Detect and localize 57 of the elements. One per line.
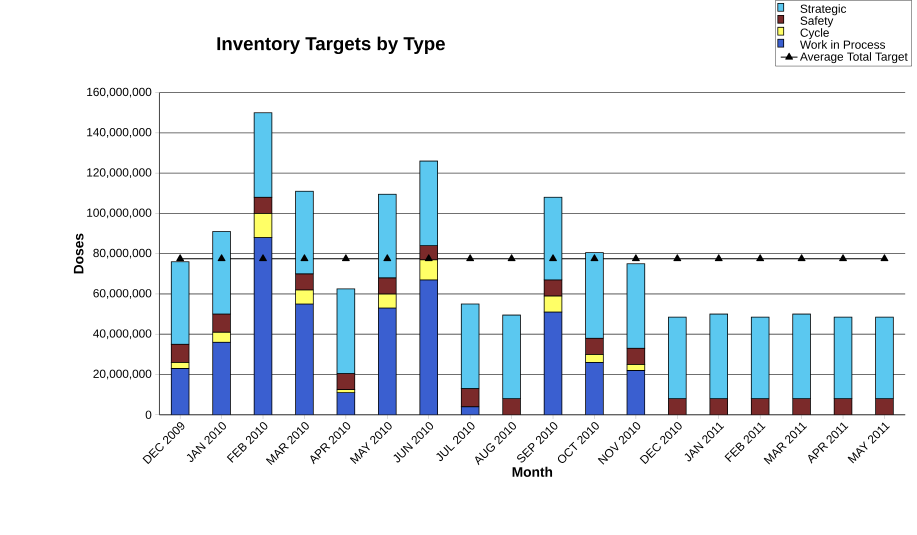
bar bbox=[378, 277, 397, 294]
legend-label: Average Total Target bbox=[800, 52, 908, 64]
y-tick-label: 40,000,000 bbox=[93, 329, 152, 340]
bar bbox=[750, 398, 770, 415]
chart-title: Inventory Targets by Type bbox=[217, 36, 445, 54]
bar bbox=[750, 316, 770, 400]
y-axis-title: Doses bbox=[74, 234, 84, 274]
bar bbox=[834, 316, 852, 400]
bar bbox=[709, 314, 728, 400]
bar bbox=[295, 290, 314, 304]
bar bbox=[170, 344, 190, 363]
bar bbox=[170, 368, 190, 415]
bar bbox=[668, 398, 687, 415]
bar bbox=[254, 196, 272, 214]
legend-label: Strategic bbox=[800, 4, 846, 16]
bar bbox=[212, 332, 231, 343]
legend-label: Work in Process bbox=[800, 40, 886, 49]
y-tick-label: 100,000,000 bbox=[87, 208, 152, 218]
bar bbox=[544, 279, 562, 296]
bar bbox=[626, 370, 646, 415]
bar bbox=[792, 314, 811, 400]
bar bbox=[626, 348, 646, 365]
bar bbox=[295, 273, 314, 290]
bar bbox=[544, 296, 562, 312]
legend-label: Safety bbox=[800, 16, 834, 28]
bar bbox=[378, 294, 397, 308]
y-tick-label: 140,000,000 bbox=[87, 128, 152, 138]
bar bbox=[626, 263, 646, 349]
y-tick-label: 0 bbox=[146, 410, 152, 419]
bar bbox=[460, 388, 480, 408]
x-axis-title: Month bbox=[512, 466, 552, 477]
bar bbox=[792, 398, 811, 415]
bar bbox=[254, 237, 272, 415]
bar bbox=[460, 304, 480, 389]
bar bbox=[336, 392, 356, 415]
bar bbox=[875, 398, 894, 415]
bar bbox=[585, 362, 604, 415]
bar bbox=[544, 312, 562, 415]
bar bbox=[419, 279, 438, 415]
bar bbox=[834, 398, 852, 415]
bar bbox=[668, 316, 687, 400]
bar bbox=[378, 308, 397, 415]
y-tick-label: 120,000,000 bbox=[87, 168, 152, 178]
bar bbox=[336, 288, 356, 374]
bar bbox=[585, 354, 604, 363]
bar bbox=[709, 398, 728, 415]
y-tick-label: 20,000,000 bbox=[93, 370, 152, 380]
bar bbox=[502, 314, 521, 400]
bar bbox=[295, 304, 314, 415]
y-tick-label: 80,000,000 bbox=[93, 248, 152, 259]
y-tick-label: 60,000,000 bbox=[93, 289, 152, 299]
legend-label: Cycle bbox=[800, 28, 829, 40]
bar bbox=[502, 398, 521, 415]
bar bbox=[212, 314, 231, 333]
bar bbox=[212, 342, 231, 415]
y-tick-label: 160,000,000 bbox=[87, 88, 152, 98]
bar bbox=[585, 338, 604, 355]
